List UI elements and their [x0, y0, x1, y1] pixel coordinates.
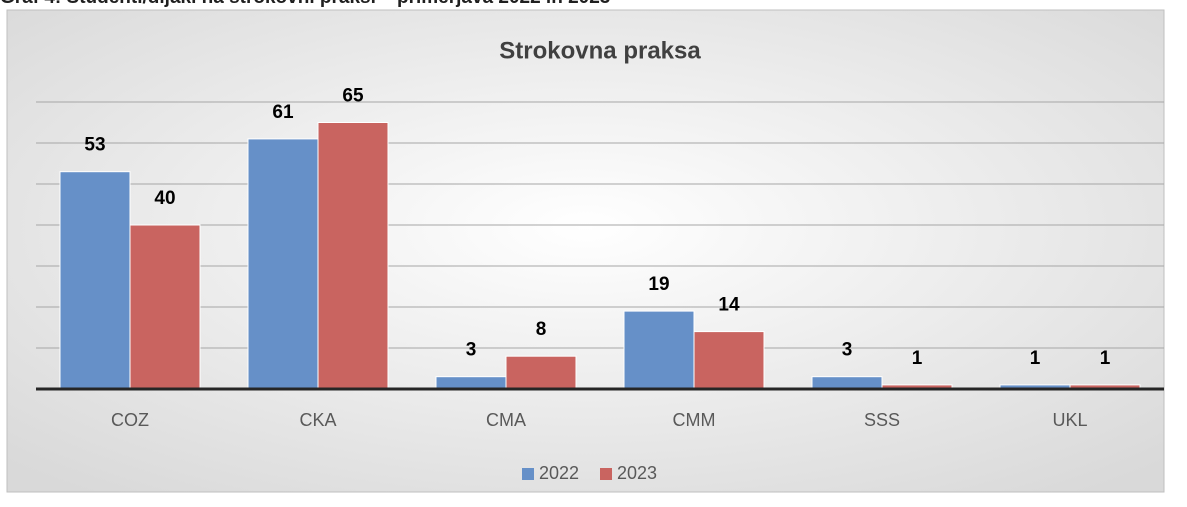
legend-label: 2023: [617, 463, 657, 483]
bar: [129, 224, 201, 390]
data-label: 40: [154, 188, 175, 209]
bar: [505, 355, 577, 390]
caption: Graf 4: Študenti/dijaki na strokovni pra…: [0, 0, 610, 8]
data-label: 1: [1030, 348, 1041, 369]
legend-swatch: [600, 468, 612, 480]
data-label: 8: [536, 319, 547, 340]
bar: [317, 122, 389, 390]
legend-swatch: [522, 468, 534, 480]
bar: [247, 138, 319, 390]
x-tick-label: SSS: [864, 410, 900, 430]
bar: [623, 310, 695, 390]
data-label: 19: [648, 274, 669, 295]
data-label: 61: [272, 102, 294, 123]
data-label: 3: [842, 340, 853, 361]
bar: [435, 376, 507, 390]
x-tick-label: CKA: [299, 410, 336, 430]
x-tick-label: CMM: [673, 410, 716, 430]
x-tick-label: COZ: [111, 410, 149, 430]
data-label: 53: [84, 135, 105, 156]
data-label: 1: [912, 348, 923, 369]
data-label: 3: [466, 340, 477, 361]
data-label: 1: [1100, 348, 1111, 369]
x-tick-label: CMA: [486, 410, 526, 430]
data-label: 65: [342, 86, 364, 107]
bar: [59, 171, 131, 390]
data-label: 14: [718, 295, 740, 316]
legend-label: 2022: [539, 463, 579, 483]
chart-title: Strokovna praksa: [499, 37, 701, 64]
bar: [811, 376, 883, 390]
bar: [693, 331, 765, 390]
x-tick-label: UKL: [1052, 410, 1087, 430]
